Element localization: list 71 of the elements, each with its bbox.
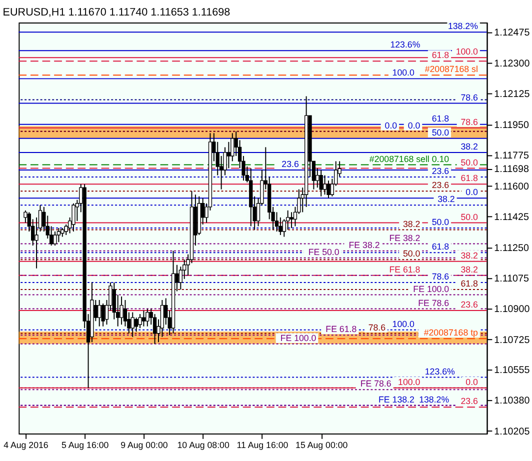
annotation: 23.6 bbox=[432, 166, 450, 176]
y-tick-label: 1.11600 bbox=[494, 181, 530, 192]
annotation: 61.8 bbox=[460, 278, 478, 289]
annotation: 23.6 bbox=[282, 159, 299, 170]
chart-title: EURUSD,H1 1.11670 1.11740 1.11653 1.11698 bbox=[2, 6, 230, 18]
annotation: 38.2 bbox=[460, 142, 478, 152]
annotation: 78.6 bbox=[460, 116, 478, 127]
annotation: 50.0 bbox=[460, 157, 478, 168]
annotation: 0.0 bbox=[466, 187, 478, 198]
y-tick-label: 1.10380 bbox=[494, 396, 530, 407]
annotation: 78.6 bbox=[432, 271, 450, 282]
annotation: 38.2 bbox=[438, 194, 455, 204]
annotation: 78.6 bbox=[368, 322, 386, 332]
annotation: 61.8 bbox=[432, 113, 450, 124]
annotation: 23.6 bbox=[432, 180, 450, 190]
y-tick-label: 1.10205 bbox=[494, 426, 530, 438]
annotation: 123.6% bbox=[390, 40, 420, 50]
y-tick-label: 1.11075 bbox=[494, 273, 530, 284]
y-tick-label: 1.11250 bbox=[494, 242, 530, 254]
annotation: FE 61.8 bbox=[326, 324, 357, 334]
y-tick-label: 1.11950 bbox=[494, 120, 530, 131]
x-tick-label: 15 Aug 00:00 bbox=[296, 440, 348, 450]
annotation: 0.0 bbox=[384, 120, 398, 130]
y-tick-label: 1.12300 bbox=[494, 58, 530, 70]
annotation: 0.0 bbox=[466, 376, 478, 387]
annotation: 61.8 bbox=[432, 50, 450, 60]
annotation: 23.6 bbox=[460, 396, 478, 406]
annotation: FE 50.0 bbox=[308, 246, 340, 257]
annotation: 123.6% bbox=[424, 366, 455, 376]
annotation: FE 78.6 bbox=[360, 378, 392, 389]
annotation: #20087168 sl bbox=[424, 64, 478, 74]
annotation: 38.2 bbox=[460, 264, 478, 274]
x-tick-label: 9 Aug 00:00 bbox=[120, 440, 168, 450]
annotation: FE 100.0 bbox=[280, 332, 316, 343]
annotation: 0.0 bbox=[408, 120, 420, 130]
y-tick-label: 1.12475 bbox=[494, 28, 530, 39]
annotation: FE 100.0 bbox=[413, 284, 450, 294]
annotation: 78.6 bbox=[460, 92, 478, 102]
y-tick-label: 1.11698 bbox=[494, 164, 530, 176]
y-tick-label: 1.10725 bbox=[494, 334, 530, 346]
annotation: 38.2 bbox=[460, 250, 478, 260]
annotation: 50.0 bbox=[432, 217, 450, 228]
annotation: 100.0 bbox=[392, 68, 414, 78]
annotation: 138.2% bbox=[419, 394, 450, 404]
annotation: FE 78.6 bbox=[418, 298, 450, 308]
x-tick-label: 11 Aug 16:00 bbox=[236, 440, 288, 450]
y-tick-label: 1.11425 bbox=[494, 212, 530, 224]
annotation: 100.0 bbox=[456, 46, 478, 57]
annotation: 100.0 bbox=[392, 318, 414, 329]
annotation: 61.8 bbox=[460, 173, 478, 184]
annotation: FE 138.2 bbox=[378, 394, 414, 404]
annotation: 61.8 bbox=[432, 242, 450, 252]
annotation: 38.2 bbox=[402, 218, 420, 229]
annotation: 23.6 bbox=[460, 300, 478, 310]
annotation: FE 61.8 bbox=[389, 264, 420, 274]
annotation: 138.2% bbox=[448, 21, 478, 32]
annotation: FE 38.2 bbox=[348, 240, 380, 250]
annotation: 50.0 bbox=[460, 212, 478, 222]
y-tick-label: 1.11775 bbox=[494, 150, 530, 162]
annotation: 50.0 bbox=[432, 127, 450, 138]
x-tick-label: 4 Aug 2016 bbox=[4, 440, 48, 450]
annotation: FE 38.2 bbox=[389, 232, 420, 243]
annotation: #20087168 sell 0.10 bbox=[369, 154, 450, 164]
y-tick-label: 1.10900 bbox=[494, 304, 530, 316]
annotation: #20087168 tp bbox=[424, 328, 478, 338]
annotation: 50.0 bbox=[402, 248, 420, 259]
x-tick-label: 5 Aug 16:00 bbox=[61, 440, 109, 450]
annotation: 100.0 bbox=[398, 376, 420, 387]
y-tick-label: 1.10555 bbox=[494, 364, 530, 376]
x-tick-label: 10 Aug 08:00 bbox=[177, 440, 230, 450]
y-tick-label: 1.12125 bbox=[494, 89, 530, 100]
